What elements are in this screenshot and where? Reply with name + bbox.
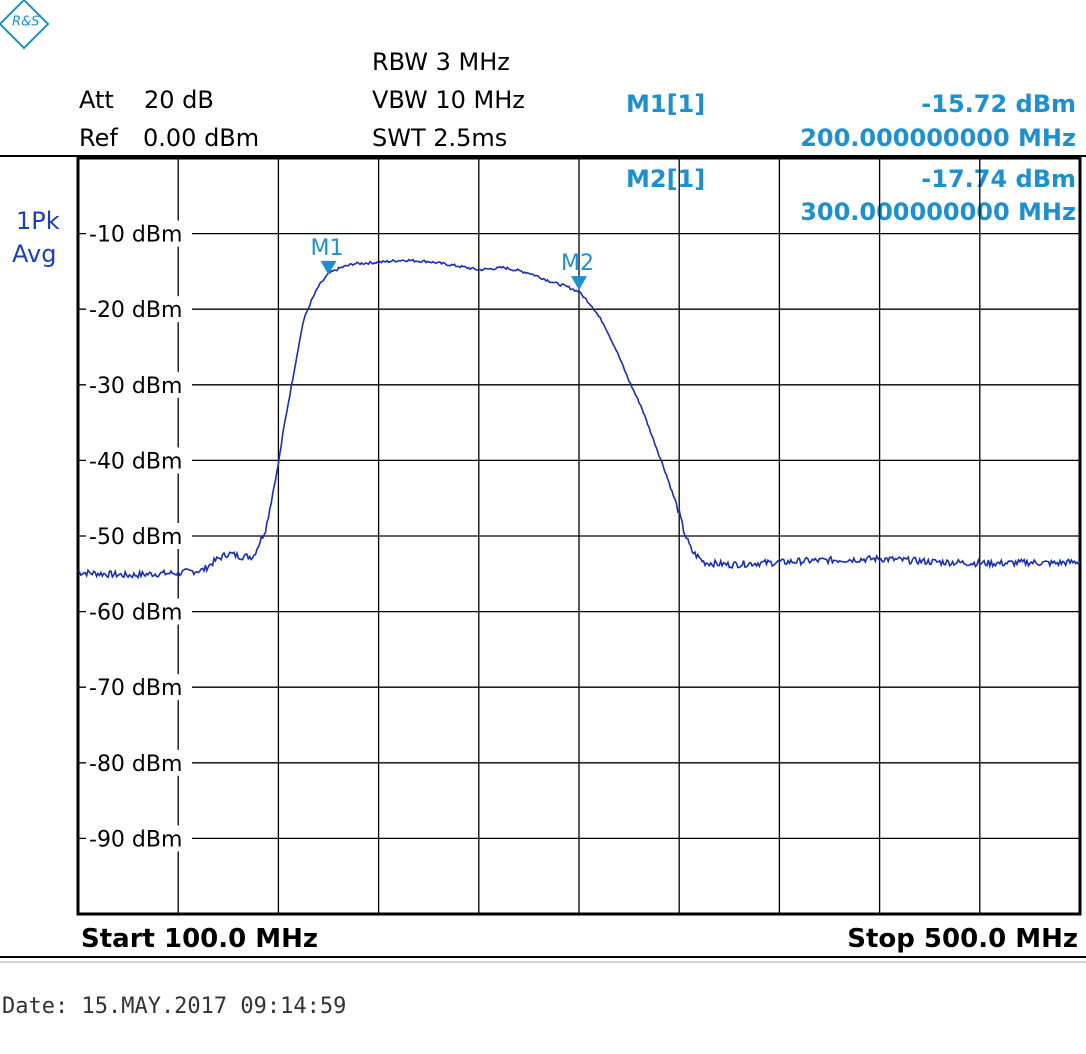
marker-label-1: M1 bbox=[311, 236, 344, 261]
ref-label: Ref bbox=[79, 124, 118, 152]
y-tick-label-background bbox=[86, 825, 192, 852]
y-tick-label: -50 dBm bbox=[89, 525, 182, 550]
trace-detector-label: 1Pk bbox=[16, 207, 60, 235]
y-tick-label: -10 dBm bbox=[89, 223, 182, 248]
y-tick-label: -60 dBm bbox=[89, 601, 182, 626]
marker-1-name: M1[1] bbox=[626, 90, 706, 118]
y-tick-label: -40 dBm bbox=[89, 449, 182, 474]
swt-readout: SWT 2.5ms bbox=[372, 124, 508, 152]
trace-mode-label: Avg bbox=[12, 240, 57, 268]
y-tick-label-background bbox=[86, 523, 192, 549]
marker-label-2: M2 bbox=[561, 251, 594, 276]
y-tick-label: -90 dBm bbox=[89, 827, 182, 852]
marker-2-name: M2[1] bbox=[626, 165, 706, 193]
vbw-readout: VBW 10 MHz bbox=[372, 86, 525, 114]
timestamp: Date: 15.MAY.2017 09:14:59 bbox=[2, 994, 347, 1019]
att-value: 20 dB bbox=[144, 86, 214, 114]
marker-triangle-1 bbox=[320, 260, 337, 275]
ref-value: 0.00 dBm bbox=[143, 124, 260, 152]
marker-2-level: -17.74 dBm bbox=[921, 165, 1076, 193]
stop-frequency: Stop 500.0 MHz bbox=[847, 924, 1078, 954]
y-tick-label: -70 dBm bbox=[89, 676, 182, 701]
y-tick-label-background bbox=[86, 749, 192, 776]
y-tick-label: -80 dBm bbox=[89, 752, 182, 777]
marker-1-level: -15.72 dBm bbox=[921, 90, 1076, 118]
y-tick-label: -30 dBm bbox=[89, 374, 182, 399]
trace-line bbox=[77, 258, 1081, 580]
y-tick-label-background bbox=[86, 447, 192, 474]
y-tick-label-background bbox=[86, 598, 192, 625]
start-frequency: Start 100.0 MHz bbox=[81, 924, 319, 954]
plot-frame bbox=[76, 156, 1082, 916]
rbw-readout: RBW 3 MHz bbox=[372, 48, 510, 76]
y-tick-label-background bbox=[86, 674, 192, 701]
marker-1-frequency: 200.000000000 MHz bbox=[800, 124, 1076, 152]
marker-2-frequency: 300.000000000 MHz bbox=[800, 198, 1076, 226]
att-label: Att bbox=[79, 86, 114, 114]
y-tick-label: -20 dBm bbox=[89, 298, 182, 323]
y-tick-label-background bbox=[86, 220, 192, 247]
y-tick-label-background bbox=[86, 371, 192, 398]
y-tick-label-background bbox=[86, 296, 192, 323]
marker-triangle-2 bbox=[571, 276, 587, 291]
